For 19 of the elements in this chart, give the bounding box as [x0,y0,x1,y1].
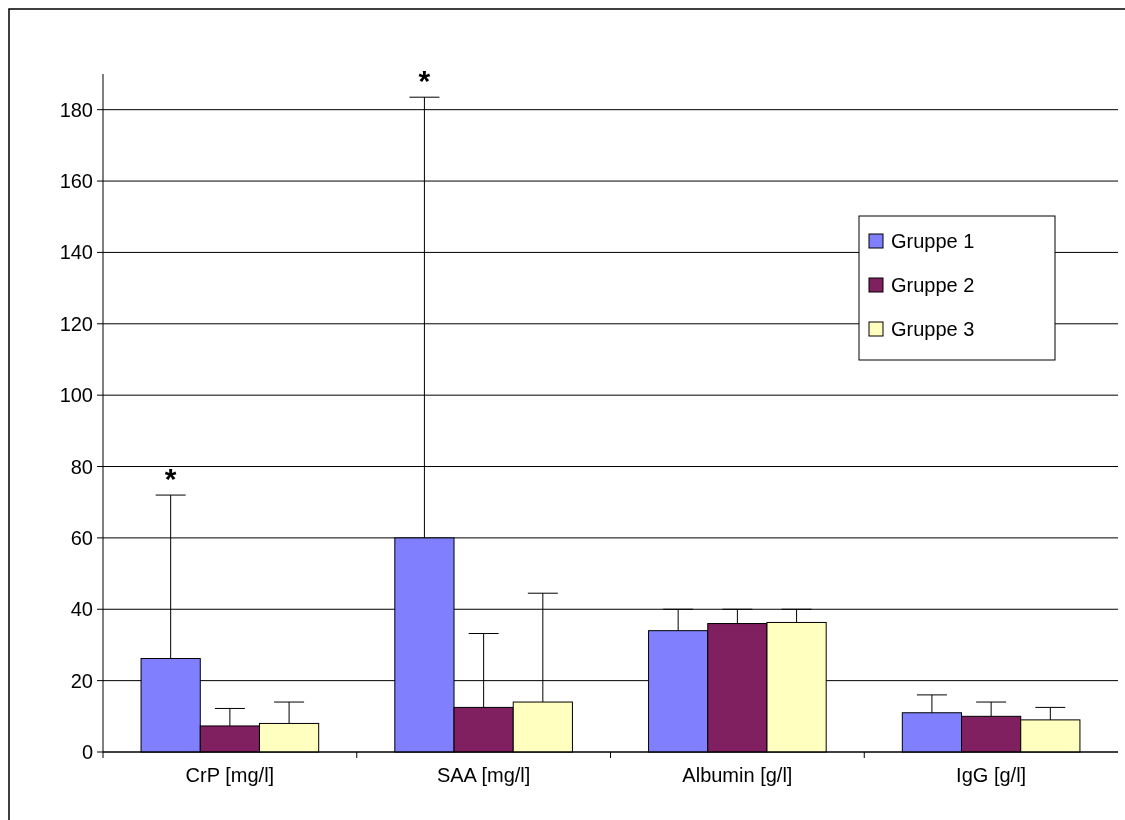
y-tick-label: 140 [59,241,93,264]
y-tick-label: 60 [70,526,93,549]
y-tick-label: 160 [59,170,93,193]
x-tick-label: IgG [g/l] [956,764,1027,786]
x-tick-label: CrP [mg/l] [185,764,275,786]
legend-label: Gruppe 1 [891,230,975,252]
x-tick-label: SAA [mg/l] [436,764,531,786]
y-tick-label: 120 [59,312,93,335]
y-tick-label: 0 [81,741,93,763]
legend-label: Gruppe 3 [891,318,975,340]
y-tick-label: 80 [70,455,93,478]
annotation: * [418,64,431,98]
y-tick-label: 100 [59,384,93,407]
y-tick-label: 40 [70,598,93,621]
legend-label: Gruppe 2 [891,274,975,296]
y-tick-label: 180 [59,98,93,121]
annotation: * [164,462,177,496]
y-tick-label: 20 [70,669,93,692]
x-tick-label: Albumin [g/l] [682,764,793,786]
